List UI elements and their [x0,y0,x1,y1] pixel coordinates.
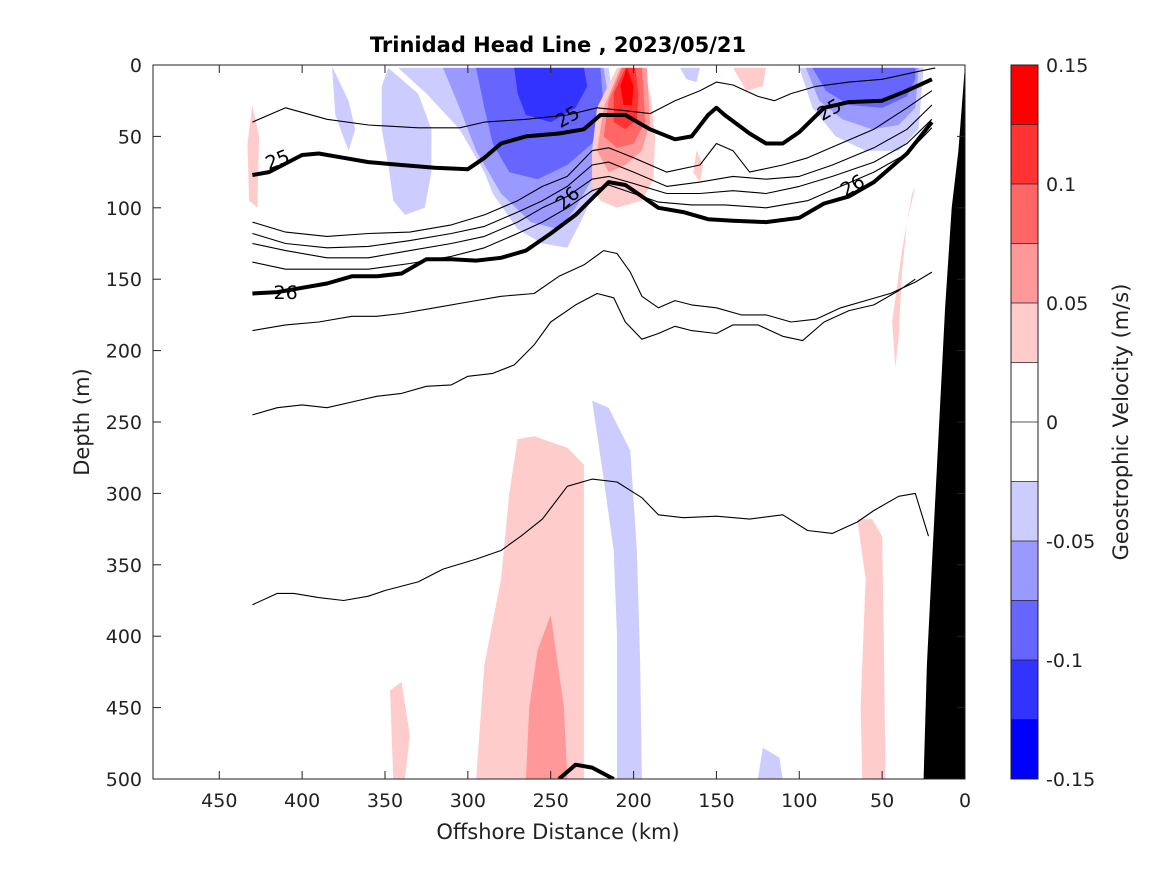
colorbar-segment [1011,124,1038,184]
x-axis-label: Offshore Distance (km) [436,820,679,844]
density-contour-major [252,120,934,296]
colorbar-segment [1011,303,1038,363]
y-tick-label: 250 [106,412,142,434]
velocity-patch [247,105,260,208]
colorbar-tick-label: -0.15 [1046,769,1095,791]
y-tick-label: 50 [118,126,142,148]
x-tick-label: 150 [698,790,734,812]
density-contour [252,278,916,416]
colorbar-segment [1011,362,1038,422]
y-tick-label: 0 [130,55,142,77]
colorbar-segment [1011,481,1038,541]
x-tick-label: 350 [367,790,403,812]
density-contour [252,250,933,332]
chart-title: Trinidad Head Line , 2023/05/21 [370,33,746,57]
contour-label: 26 [274,282,298,304]
colorbar-tick-label: 0.05 [1046,293,1088,315]
x-tick-label: 0 [959,790,971,812]
colorbar-tick-label: 0 [1046,412,1058,434]
x-tick-label: 50 [870,790,894,812]
velocity-patch [892,186,916,368]
velocity-fill-layer [247,66,924,779]
y-tick-label: 200 [106,341,142,363]
velocity-patch [525,614,568,779]
colorbar-tick-label: -0.1 [1046,650,1083,672]
x-tick-label: 300 [450,790,486,812]
velocity-patch [381,67,432,215]
x-tick-label: 200 [615,790,651,812]
colorbar-tick-label: 0.15 [1046,55,1088,77]
y-tick-label: 350 [106,555,142,577]
density-contour [252,104,933,249]
velocity-patch [620,67,634,105]
contour-label-text: 26 [274,282,298,304]
y-tick-label: 300 [106,483,142,505]
velocity-patch [332,66,356,151]
y-tick-label: 500 [106,769,142,791]
y-tick-label: 100 [106,198,142,220]
velocity-patch [693,150,704,183]
colorbar-frame [1010,64,1039,780]
colorbar-tick-label: 0.1 [1046,174,1076,196]
colorbar-segment [1011,600,1038,660]
x-axis: 450 400 350 300 250 200 150 100 50 0 [201,65,971,812]
colorbar-segment [1011,719,1038,779]
colorbar-segment [1011,65,1038,125]
y-tick-label: 400 [106,626,142,648]
y-axis-label: Depth (m) [70,368,94,475]
velocity-patch [857,519,886,779]
x-tick-label: 450 [201,790,237,812]
density-contour [252,478,930,606]
colorbar-segment [1011,541,1038,601]
y-tick-label: 150 [106,269,142,291]
density-contour-major [252,77,933,177]
y-tick-label: 450 [106,698,142,720]
bathymetry-layer [923,65,965,779]
velocity-patch [390,681,410,779]
velocity-patch [592,400,642,779]
colorbar-tick-label: -0.05 [1046,531,1095,553]
colorbar: 0.15 0.1 0.05 0 -0.05 -0.1 -0.15 [1010,55,1095,791]
velocity-patch [757,747,783,779]
velocity-patch [733,67,767,91]
colorbar-segment [1011,243,1038,303]
x-tick-label: 400 [284,790,320,812]
colorbar-segment [1011,422,1038,482]
density-contour [252,118,933,259]
colorbar-segment [1011,184,1038,244]
density-contour-layer [252,67,936,779]
velocity-patch [514,67,588,123]
colorbar-label: Geostrophic Velocity (m/s) [1109,284,1133,561]
colorbar-segment [1011,660,1038,720]
velocity-patch [680,67,700,83]
density-contour [252,67,936,129]
density-contour [252,90,933,237]
x-tick-label: 100 [781,790,817,812]
density-contour-major [557,762,615,779]
x-tick-label: 250 [533,790,569,812]
y-axis: 0 50 100 150 200 250 300 350 400 450 500 [106,55,965,791]
bathymetry-shape [923,65,965,779]
